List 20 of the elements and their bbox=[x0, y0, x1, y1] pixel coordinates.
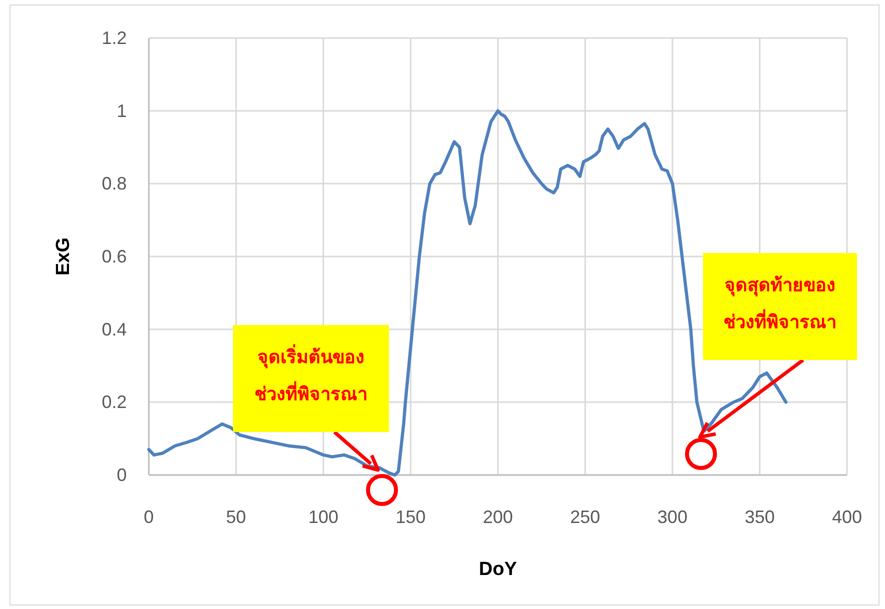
x-axis-title: DoY bbox=[478, 559, 518, 580]
x-tick-label: 50 bbox=[226, 507, 246, 527]
x-tick-label: 100 bbox=[308, 507, 338, 527]
y-tick-label: 0.8 bbox=[102, 174, 127, 194]
x-tick-label: 150 bbox=[396, 507, 426, 527]
x-tick-label: 0 bbox=[144, 507, 154, 527]
x-tick-label: 400 bbox=[832, 507, 862, 527]
x-tick-label: 350 bbox=[744, 507, 775, 527]
y-tick-label: 0 bbox=[116, 465, 127, 485]
y-tick-label: 1 bbox=[116, 100, 127, 121]
x-tick-label: 200 bbox=[482, 507, 513, 527]
annotation: จุดเริ่มต้นของ ช่วงที่พิจารณา bbox=[254, 344, 368, 404]
y-axis-title: ExG bbox=[53, 237, 74, 276]
y-tick-label: 1.2 bbox=[102, 28, 127, 48]
x-tick-label: 250 bbox=[570, 507, 600, 527]
annotation: จุดสุดท้ายของ ช่วงที่พิจารณา bbox=[724, 275, 836, 332]
y-tick-label: 0.2 bbox=[102, 392, 127, 412]
y-tick-label: 0.4 bbox=[102, 319, 127, 340]
x-tick-label: 300 bbox=[657, 507, 688, 527]
y-tick-label: 0.6 bbox=[102, 246, 127, 266]
